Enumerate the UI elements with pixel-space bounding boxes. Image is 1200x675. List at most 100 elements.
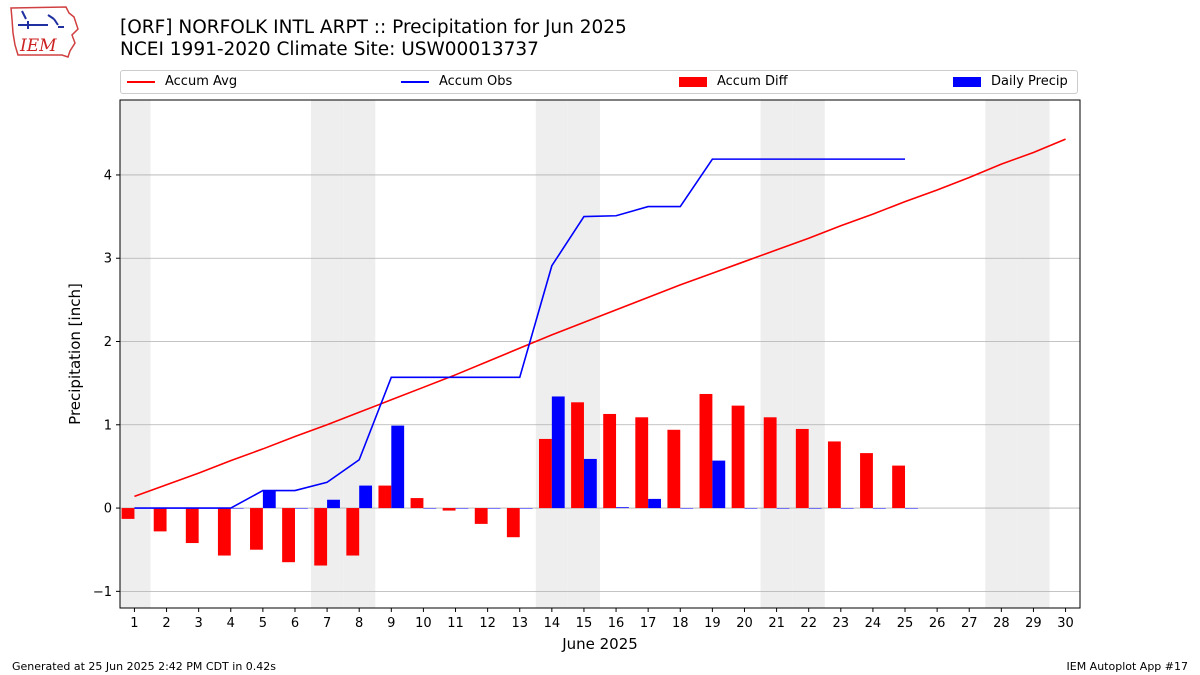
x-tick-label: 17	[640, 616, 657, 631]
y-tick-label: 3	[104, 252, 112, 267]
iowa-state-outline-logo-icon	[10, 6, 79, 58]
weekend-shade-day-28	[985, 100, 1018, 608]
accum-diff-bar-day-8	[346, 508, 360, 556]
chart-subtitle: NCEI 1991-2020 Climate Site: USW00013737	[120, 39, 539, 60]
legend-swatch-accum-avg	[127, 80, 155, 83]
x-tick-label: 30	[1057, 616, 1074, 631]
daily-precip-bar-day-23	[840, 508, 854, 509]
x-tick-label: 3	[195, 616, 203, 631]
accum-diff-bar-day-2	[153, 508, 167, 532]
y-axis-label: Precipitation [inch]	[66, 283, 84, 425]
accum-diff-bar-day-16	[603, 413, 617, 509]
iem-logo: IEM	[10, 6, 79, 58]
weather-instrument-icon	[18, 10, 64, 29]
x-tick-label: 20	[736, 616, 753, 631]
x-tick-label: 21	[768, 616, 785, 631]
daily-precip-bar-day-21	[776, 508, 790, 509]
daily-precip-bar-day-10	[423, 508, 437, 509]
x-tick-label: 18	[672, 616, 689, 631]
y-tick-label: 0	[104, 502, 112, 517]
x-tick-label: 22	[800, 616, 817, 631]
daily-precip-bar-day-24	[872, 508, 886, 509]
legend-item-accum-diff: Accum Diff	[679, 74, 788, 89]
daily-precip-bar-day-8	[359, 485, 373, 509]
x-tick-label: 19	[704, 616, 721, 631]
x-tick-label: 7	[323, 616, 331, 631]
x-tick-label: 9	[387, 616, 395, 631]
daily-precip-bar-day-11	[455, 508, 469, 509]
accum-diff-bar-day-25	[892, 465, 906, 509]
daily-precip-bar-day-25	[905, 508, 918, 509]
weekend-shade-day-1	[120, 100, 151, 608]
accum-diff-bar-day-6	[282, 508, 295, 563]
accum-diff-bar-day-3	[185, 508, 199, 544]
daily-precip-bar-day-6	[294, 508, 308, 509]
x-tick-label: 8	[355, 616, 363, 631]
accum-diff-bar-day-19	[699, 393, 713, 509]
y-tick-label: 2	[104, 335, 112, 350]
daily-precip-bar-day-7	[327, 499, 340, 509]
accum-diff-bar-day-14	[538, 438, 552, 509]
daily-precip-bar-day-19	[712, 460, 726, 509]
legend-label-accum-obs: Accum Obs	[439, 74, 513, 89]
x-tick-label: 6	[291, 616, 299, 631]
x-tick-label: 15	[576, 616, 593, 631]
grid-lines	[120, 174, 1080, 592]
accum-avg-line	[134, 138, 1066, 498]
accum-diff-bar-day-18	[667, 429, 681, 509]
y-tick-label: 1	[104, 418, 112, 433]
legend-swatch-accum-diff	[679, 76, 707, 87]
accum-diff-bar-day-13	[506, 508, 520, 538]
x-tick-label: 24	[865, 616, 882, 631]
accum-diff-bar-day-10	[410, 498, 424, 509]
weekend-shade-day-22	[792, 100, 825, 608]
daily-precip-bar-day-16	[616, 507, 629, 509]
accum-diff-bar-day-23	[827, 441, 841, 509]
chart-legend: Accum Avg Accum Obs Accum Diff Daily Pre…	[120, 70, 1078, 94]
x-tick-label: 29	[1025, 616, 1042, 631]
x-tick-label: 25	[897, 616, 914, 631]
accum-diff-bar-day-9	[378, 485, 392, 509]
daily-precip-bar-day-5	[262, 490, 276, 509]
x-tick-label: 10	[415, 616, 432, 631]
accum-diff-bar-day-20	[731, 405, 745, 509]
legend-item-accum-obs: Accum Obs	[401, 74, 512, 89]
daily-precip-bar-day-18	[680, 508, 694, 509]
daily-precip-bar-day-13	[519, 508, 533, 509]
accum-diff-bar-day-5	[250, 508, 263, 550]
y-tick-label: −1	[93, 585, 112, 600]
accum-diff-bar-day-21	[763, 417, 777, 509]
x-axis-label: June 2025	[561, 635, 638, 653]
daily-precip-bar-day-17	[648, 498, 662, 509]
accum-diff-bar-day-15	[571, 402, 584, 509]
x-tick-label: 5	[259, 616, 267, 631]
x-tick-label: 27	[961, 616, 978, 631]
accum-diff-bar-day-4	[217, 508, 231, 556]
x-tick-label: 13	[511, 616, 528, 631]
x-tick-label: 4	[227, 616, 235, 631]
lines-layer	[134, 138, 1066, 509]
y-tick-label: 4	[104, 168, 112, 183]
daily-precip-bar-day-22	[808, 508, 822, 509]
accum-diff-bar-day-11	[442, 508, 456, 511]
legend-label-daily-precip: Daily Precip	[991, 74, 1068, 89]
legend-item-daily-precip: Daily Precip	[953, 74, 1068, 89]
x-tick-label: 2	[162, 616, 170, 631]
legend-item-accum-avg: Accum Avg	[127, 74, 237, 89]
x-tick-label: 23	[833, 616, 850, 631]
legend-swatch-accum-obs	[401, 80, 429, 83]
legend-label-accum-diff: Accum Diff	[717, 74, 788, 89]
x-tick-label: 12	[479, 616, 496, 631]
accum-diff-bar-day-24	[860, 453, 873, 509]
x-tick-label: 14	[544, 616, 561, 631]
legend-swatch-daily-precip	[953, 76, 981, 87]
accum-obs-line	[134, 158, 906, 509]
legend-label-accum-avg: Accum Avg	[165, 74, 238, 89]
accum-diff-bar-day-12	[474, 508, 488, 524]
weekend-shade-day-14	[535, 100, 568, 608]
x-tick-label: 16	[608, 616, 625, 631]
x-tick-label: 1	[130, 616, 138, 631]
daily-precip-bar-day-20	[744, 508, 758, 509]
daily-precip-bar-day-15	[583, 458, 597, 509]
